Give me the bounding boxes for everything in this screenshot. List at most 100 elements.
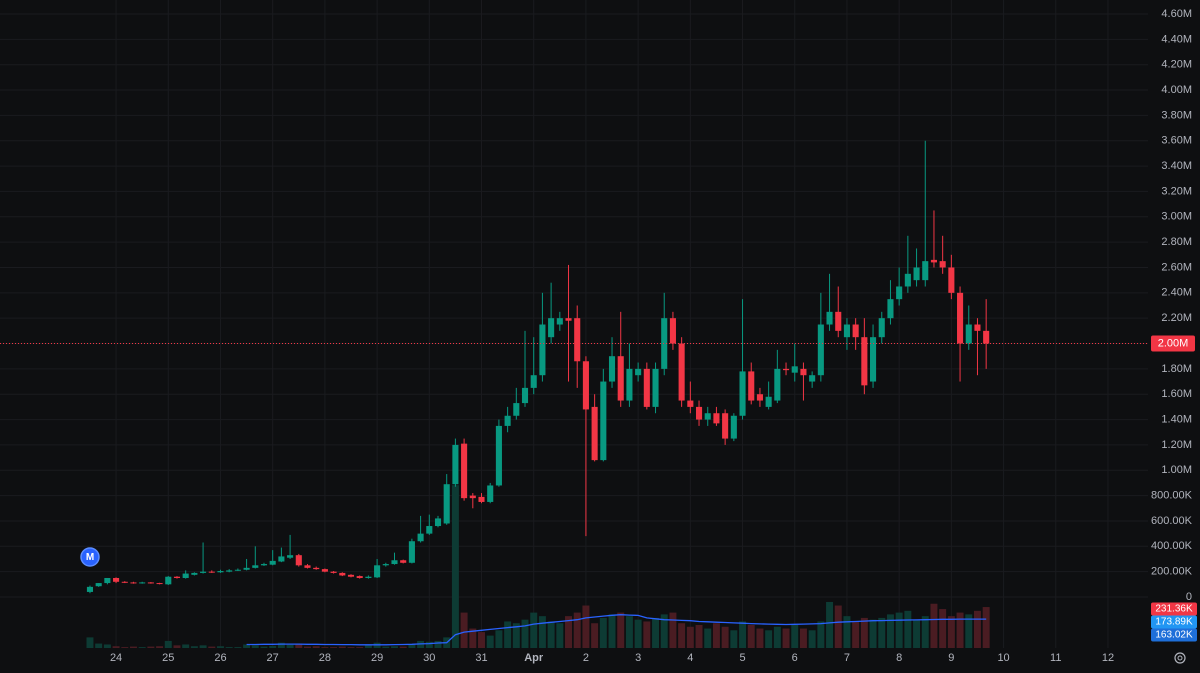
candle-body [278,556,285,562]
candle-body [974,324,981,331]
candle-body [556,318,563,325]
candle-body [347,574,355,577]
y-tick-label: 3.80M [1161,109,1192,121]
volume-bar [486,635,494,648]
volume-bar [712,623,720,648]
x-tick-label: 27 [267,652,279,664]
volume-bar [399,646,407,648]
candle-body [260,564,268,566]
candle-body [382,564,389,566]
x-tick-label: 31 [475,652,487,664]
candle-body [600,381,607,461]
volume-bar [982,607,990,648]
last-price-tag [1151,335,1195,352]
candle-body [156,583,163,585]
candle-body [939,261,946,268]
candle-body [870,337,877,382]
x-tick-label: 24 [110,652,122,664]
candle-body [930,259,938,263]
y-tick-label: 4.40M [1161,33,1192,45]
candle-body [313,567,320,570]
y-tick-label: 2.80M [1161,236,1192,248]
candle-body [191,572,198,575]
candle-body [139,582,146,584]
volume-bar [826,601,834,648]
candle-body [652,368,659,407]
candle-body [200,571,207,573]
volume-bar [225,647,233,648]
volume-bar [530,612,538,648]
settings-icon[interactable] [1174,652,1186,664]
volume-bar [86,637,94,648]
volume-bar [947,616,955,648]
candle-body [669,318,676,344]
candle-body [147,582,154,584]
candle-body [269,560,276,565]
volume-bar [869,619,877,648]
volume-tag [1151,615,1197,629]
x-tick-label: 7 [844,652,850,664]
volume-bar [129,646,137,648]
candle-body [95,583,102,587]
volume-bar [173,645,181,648]
volume-bar [599,617,607,648]
volume-bar [773,626,781,648]
y-tick-label: 3.60M [1161,135,1192,147]
candle-body [295,555,302,566]
volume-bar [312,646,320,648]
x-tick-label: 10 [997,652,1009,664]
x-tick-label: 9 [948,652,954,664]
candle-body [687,400,694,407]
y-tick-label: 600.00K [1151,515,1193,527]
volume-bar [678,623,686,648]
volume-bar [199,645,207,648]
candle-body [374,565,381,578]
settings-ring[interactable] [1174,652,1186,664]
volume-bar [251,645,259,648]
volume-bar [617,612,625,648]
candle-body [617,356,624,401]
volume-bar [103,644,111,648]
candle-body [504,415,511,426]
volume-bar [652,617,660,648]
volume-bar [408,644,416,648]
settings-dot[interactable] [1177,655,1183,661]
y-tick-label: 1.00M [1161,464,1192,476]
candle-body [983,330,990,344]
volume-bar [286,644,294,648]
candle-body [443,484,450,524]
volume-bar [95,643,103,648]
candle-body [852,324,859,338]
volume-bar [843,616,851,648]
candle-body [643,368,650,407]
y-tick-label: 2.60M [1161,261,1192,273]
volume-bar [895,612,903,648]
candle-body [913,267,920,281]
volume-bar [512,623,520,648]
volume-bar [878,617,886,648]
y-tick-label: 1.60M [1161,388,1192,400]
volume-bar [973,610,981,648]
volume-bar [660,614,668,648]
candle-body [695,406,703,420]
candle-body [782,368,790,371]
volume-bar [147,646,155,648]
y-tick-label: 3.00M [1161,211,1192,223]
candle-body [478,496,485,502]
candle-body [113,577,120,582]
y-tick-label: 3.20M [1161,185,1192,197]
candle-body [530,375,537,388]
candle-body [130,582,137,584]
volume-bar [434,640,442,648]
volume-tag-label: 163.02K [1155,630,1193,641]
candle-body [408,541,415,563]
volume-bar [565,616,572,648]
volume-bar [625,616,633,648]
candle-body [287,555,294,558]
candle-body [635,368,642,376]
volume-bar [208,646,216,648]
volume-bar [243,644,251,648]
volume-bar [834,605,842,648]
volume-bar [156,646,164,648]
